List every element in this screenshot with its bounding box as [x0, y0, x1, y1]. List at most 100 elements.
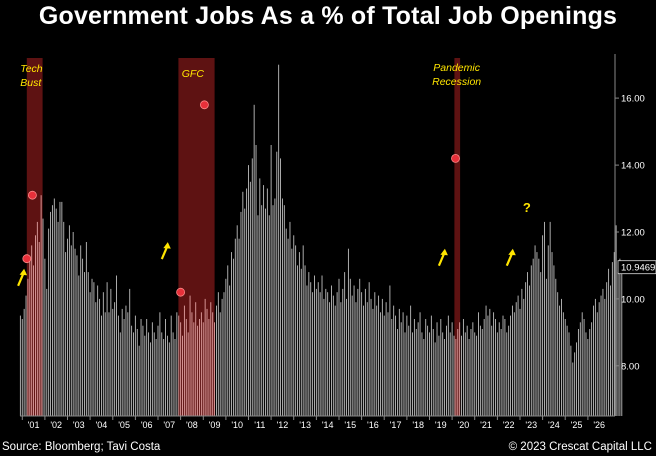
data-bar [232, 258, 234, 416]
x-tick-label: '03 [73, 420, 85, 430]
data-bar [346, 298, 347, 416]
data-bar [602, 288, 604, 416]
data-bar [476, 335, 478, 416]
data-bar [281, 198, 283, 416]
data-bar [229, 285, 231, 416]
data-bar [461, 335, 462, 416]
data-bar [257, 215, 259, 416]
x-tick-label: '25 [571, 420, 583, 430]
data-bar [515, 302, 517, 416]
data-bar [366, 302, 368, 416]
data-bar [398, 308, 400, 416]
data-bar [617, 272, 619, 416]
data-bar [95, 302, 97, 416]
last-value-box [617, 260, 656, 275]
data-bar [44, 258, 46, 416]
data-bar [574, 352, 576, 416]
data-bar [395, 315, 396, 416]
data-bar [594, 298, 596, 416]
data-bar [221, 298, 223, 416]
recession-label-bust: Bust [20, 77, 42, 89]
x-tick-label: '21 [480, 420, 492, 430]
data-bar [570, 345, 572, 416]
data-bar [408, 325, 410, 416]
data-bar [238, 238, 240, 416]
data-bar [35, 235, 36, 416]
data-bar [300, 268, 302, 416]
data-bar [483, 319, 485, 416]
data-bar [404, 332, 406, 416]
x-tick-label: '19 [435, 420, 447, 430]
data-bar [387, 312, 389, 416]
data-bar [561, 298, 562, 416]
data-bar [227, 265, 229, 416]
data-bar [430, 315, 432, 416]
peak-marker [451, 153, 460, 163]
data-bar [598, 302, 600, 416]
data-bar [532, 258, 534, 416]
data-bar [87, 272, 89, 416]
data-bar [36, 221, 38, 416]
data-bar [100, 315, 102, 416]
data-bar [338, 278, 340, 416]
data-bar [604, 298, 606, 416]
data-bar [278, 64, 280, 416]
data-bar [193, 322, 195, 416]
data-bar [123, 319, 125, 416]
data-bar [76, 255, 78, 416]
data-bar [268, 215, 270, 416]
data-bar [610, 285, 611, 416]
data-bar [306, 285, 308, 416]
data-bar [495, 319, 496, 416]
data-bar [519, 308, 521, 416]
data-bar [125, 305, 127, 416]
data-bar [446, 325, 447, 416]
data-bar [297, 265, 298, 416]
data-bar [27, 278, 29, 416]
data-bar [93, 282, 95, 416]
data-bar [491, 325, 493, 416]
data-bar [474, 332, 476, 416]
data-bar [48, 228, 50, 416]
data-bar [615, 225, 617, 416]
data-bar [381, 298, 383, 416]
data-bar [289, 221, 291, 416]
data-bar [489, 308, 491, 416]
chart-title: Government Jobs As a % of Total Job Open… [38, 2, 618, 30]
data-bar [429, 332, 430, 416]
data-bar [457, 329, 459, 416]
data-bar [266, 188, 268, 416]
recession-label-recession: Recession [432, 76, 481, 88]
data-bar [481, 329, 483, 416]
data-bar [479, 325, 481, 416]
data-bar [342, 288, 344, 416]
data-bar [621, 268, 623, 416]
question-annotation: ? [523, 200, 531, 215]
data-bar [380, 312, 381, 416]
data-bar [197, 325, 199, 416]
data-bar [600, 295, 602, 416]
data-bar [496, 332, 498, 416]
data-bar [293, 235, 295, 416]
data-bar [40, 195, 42, 416]
data-bar [117, 315, 119, 416]
data-bar [412, 332, 413, 416]
x-tick-label: '02 [50, 420, 62, 430]
data-bar [172, 332, 174, 416]
data-bar [129, 288, 131, 416]
data-bar [364, 288, 366, 416]
x-tick-label: '15 [344, 420, 356, 430]
data-bar [396, 329, 398, 416]
data-bar [576, 342, 577, 416]
data-bar [176, 312, 178, 416]
data-bar [204, 298, 206, 416]
data-bar [427, 325, 429, 416]
data-bar [114, 302, 116, 416]
data-bar [485, 305, 487, 416]
data-bar [46, 288, 48, 416]
data-bar [459, 322, 461, 416]
data-bar [119, 332, 121, 416]
y-tick-label: 14.00 [621, 161, 645, 172]
data-bar [304, 265, 306, 416]
data-bar [116, 275, 117, 416]
